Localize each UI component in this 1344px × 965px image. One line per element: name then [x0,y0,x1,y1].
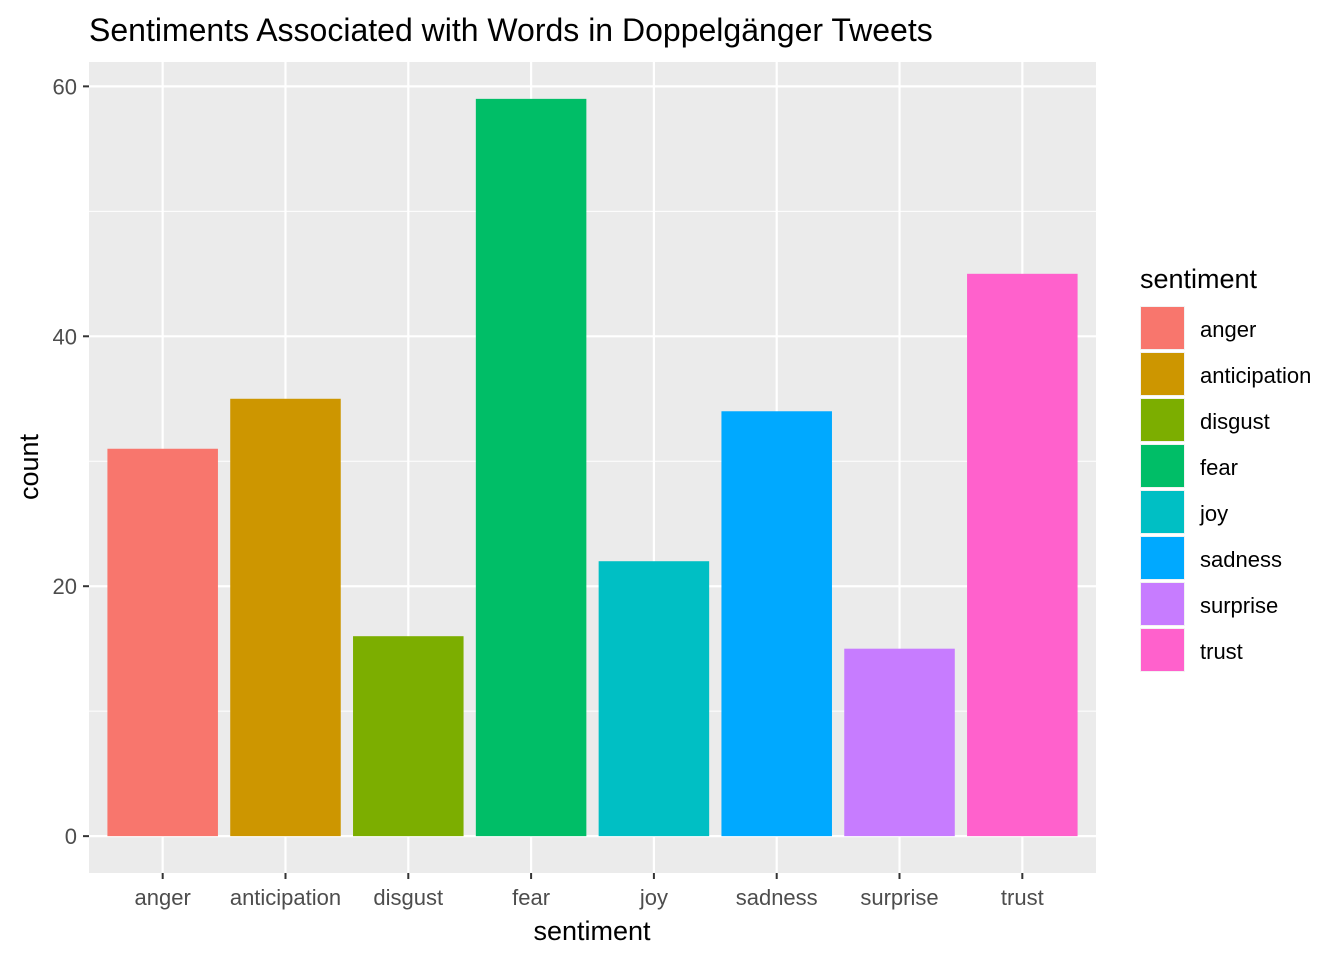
legend-label: trust [1200,639,1243,664]
x-tick-label: joy [639,885,668,910]
y-tick-label: 20 [53,574,77,599]
x-tick-label: disgust [373,885,443,910]
bar-trust [967,273,1078,837]
legend-label: joy [1199,501,1228,526]
x-tick-label: anger [135,885,191,910]
x-tick-label: surprise [860,885,938,910]
y-axis: 0 20 40 60 [53,74,89,849]
bar-anger [107,448,218,837]
y-tick-label: 0 [65,824,77,849]
legend-label: anger [1200,317,1256,342]
bar-disgust [353,636,464,837]
bar-fear [475,98,587,837]
y-tick-label: 60 [53,74,77,99]
y-tick-label: 40 [53,324,77,349]
x-tick-label: trust [1001,885,1044,910]
legend-label: surprise [1200,593,1278,618]
legend-swatch-fear [1141,445,1184,487]
x-tick-label: sadness [736,885,818,910]
legend-swatch-anger [1141,307,1184,349]
legend-label: disgust [1200,409,1270,434]
chart-title: Sentiments Associated with Words in Dopp… [89,12,933,48]
legend-label: anticipation [1200,363,1311,388]
x-tick-label: anticipation [230,885,341,910]
legend-title: sentiment [1140,264,1258,294]
legend-swatch-disgust [1141,399,1184,441]
x-axis-label: sentiment [533,916,651,946]
legend-swatch-sadness [1141,537,1184,579]
legend-swatch-surprise [1141,583,1184,625]
bar-surprise [844,648,955,837]
bar-anticipation [230,398,341,837]
legend-label: fear [1200,455,1238,480]
bar-joy [598,561,710,837]
bars [107,98,1078,837]
legend-swatch-trust [1141,629,1184,671]
legend-swatch-anticipation [1141,353,1184,395]
legend-label: sadness [1200,547,1282,572]
x-axis: anger anticipation disgust fear joy sadness su… [135,873,1044,910]
legend-swatch-joy [1141,491,1184,533]
y-axis-label: count [14,433,44,500]
x-tick-label: fear [512,885,550,910]
legend: anger anticipation disgust fear joy sadness su… [1140,306,1311,672]
bar-sadness [721,411,832,837]
